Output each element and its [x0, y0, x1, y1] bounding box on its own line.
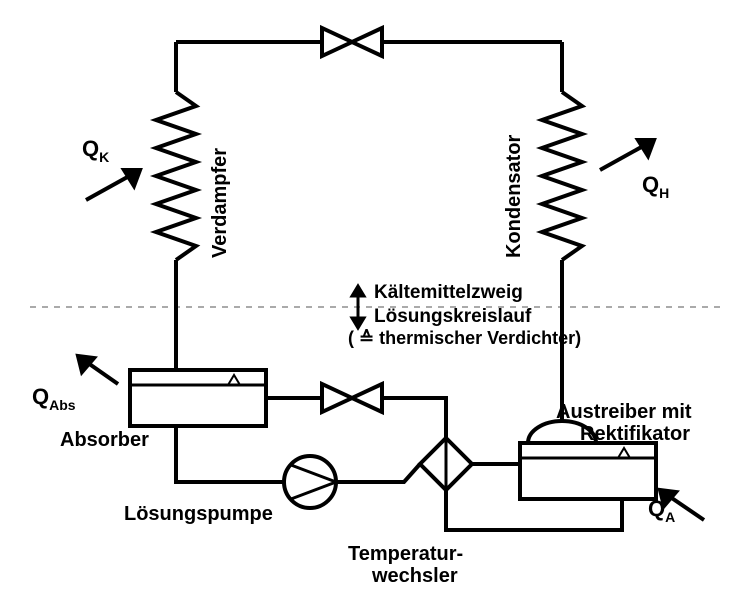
absorber-box	[130, 370, 266, 426]
label-pump: Lösungspumpe	[124, 503, 273, 525]
label-branch-note: ( ≙ thermischer Verdichter)	[348, 328, 581, 348]
label-qh: QH	[642, 172, 669, 201]
evaporator-coil	[156, 92, 196, 260]
label-austreiber-1: Austreiber mit	[556, 401, 692, 423]
label-austreiber-2: Rektifikator	[580, 423, 690, 445]
label-verdampfer: Verdampfer	[209, 148, 231, 258]
label-hx-2: wechsler	[371, 565, 458, 587]
pipe-pump-to-hx	[336, 464, 420, 482]
solution-valve	[322, 384, 382, 412]
heat-exchanger	[420, 438, 472, 490]
generator-box	[520, 443, 656, 499]
arrow-qabs	[78, 356, 118, 384]
label-branch-lower: Lösungskreislauf	[374, 306, 532, 327]
absorption-cycle-diagram: QK QH QAbs QA Verdampfer Kondensator Abs…	[0, 0, 751, 600]
condenser-coil	[542, 92, 582, 260]
pipe-valve-to-hx	[382, 398, 446, 438]
pipe-absorber-to-pump	[176, 426, 284, 482]
label-absorber: Absorber	[60, 429, 149, 451]
label-hx-1: Temperatur-	[348, 543, 463, 565]
arrow-qh	[600, 140, 654, 170]
arrow-qk	[86, 170, 140, 200]
expansion-valve-top	[322, 28, 382, 56]
label-branch-upper: Kältemittelzweig	[374, 282, 523, 303]
branch-double-arrow	[352, 286, 364, 328]
label-qabs: QAbs	[32, 384, 76, 413]
label-kondensator: Kondensator	[503, 134, 525, 258]
label-qk: QK	[82, 136, 109, 165]
